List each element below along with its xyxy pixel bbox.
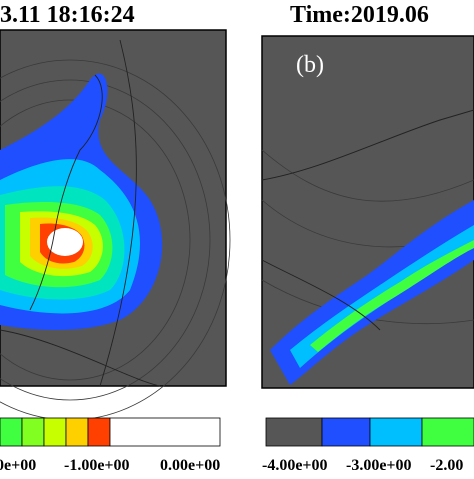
panel-label: (b) (296, 52, 324, 78)
colorbar-label: -2.00 (430, 457, 463, 474)
colorbar-label: 0e+00 (0, 457, 36, 474)
colorbar-label: 0.00e+00 (160, 457, 220, 474)
colorbar-label: -1.00e+00 (64, 457, 130, 474)
right-colorbar (265, 417, 474, 447)
left-colorbar (0, 417, 221, 447)
right-map: (b) (261, 35, 474, 389)
left-map (0, 29, 231, 421)
right-title: Time:2019.06 (290, 2, 429, 28)
left-title: 3.11 18:16:24 (0, 2, 135, 28)
colorbar-label: -3.00e+00 (346, 457, 412, 474)
colorbar-label: -4.00e+00 (262, 457, 328, 474)
